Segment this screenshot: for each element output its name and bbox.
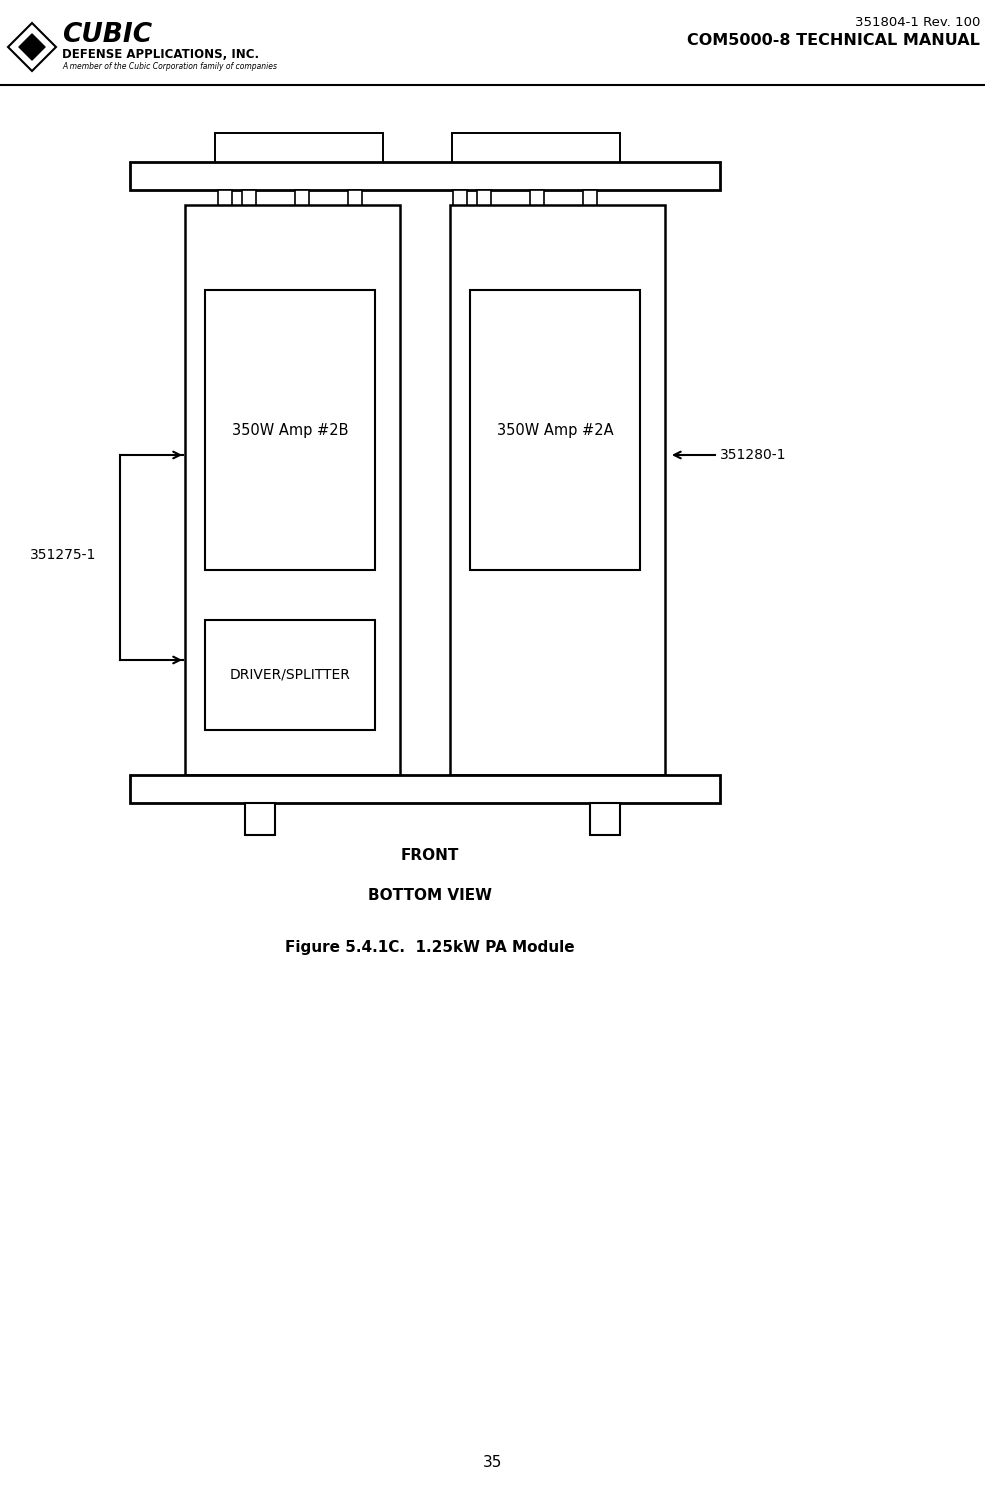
Bar	[453, 190, 467, 206]
Bar	[295, 190, 309, 206]
Polygon shape	[8, 22, 56, 72]
Text: BOTTOM VIEW: BOTTOM VIEW	[368, 888, 492, 903]
Polygon shape	[19, 34, 45, 60]
Text: DEFENSE APPLICATIONS, INC.: DEFENSE APPLICATIONS, INC.	[62, 48, 259, 61]
Text: 350W Amp #2A: 350W Amp #2A	[496, 423, 614, 437]
Bar	[218, 190, 232, 206]
Text: 351275-1: 351275-1	[30, 548, 97, 561]
Text: 35: 35	[483, 1456, 502, 1471]
Bar	[348, 190, 362, 206]
Bar	[130, 163, 720, 190]
Text: CUBIC: CUBIC	[62, 22, 152, 48]
Bar	[470, 290, 640, 570]
Text: FRONT: FRONT	[401, 848, 459, 863]
Bar	[215, 133, 383, 166]
Text: COM5000-8 TECHNICAL MANUAL: COM5000-8 TECHNICAL MANUAL	[688, 33, 980, 48]
Bar	[242, 190, 256, 206]
Text: 350W Amp #2B: 350W Amp #2B	[231, 423, 349, 437]
Bar	[245, 803, 275, 835]
Text: Figure 5.4.1C.  1.25kW PA Module: Figure 5.4.1C. 1.25kW PA Module	[286, 941, 575, 956]
Bar	[205, 620, 375, 730]
Text: A member of the Cubic Corporation family of companies: A member of the Cubic Corporation family…	[62, 63, 277, 72]
Bar	[477, 190, 491, 206]
Bar	[530, 190, 544, 206]
Bar	[450, 205, 665, 775]
Text: 351280-1: 351280-1	[720, 448, 786, 461]
Bar	[452, 133, 620, 166]
Bar	[205, 290, 375, 570]
Bar	[590, 803, 620, 835]
Bar	[130, 775, 720, 803]
Text: 351804-1 Rev. 100: 351804-1 Rev. 100	[855, 16, 980, 28]
Bar	[185, 205, 400, 775]
Text: DRIVER/SPLITTER: DRIVER/SPLITTER	[230, 667, 351, 682]
Bar	[583, 190, 597, 206]
